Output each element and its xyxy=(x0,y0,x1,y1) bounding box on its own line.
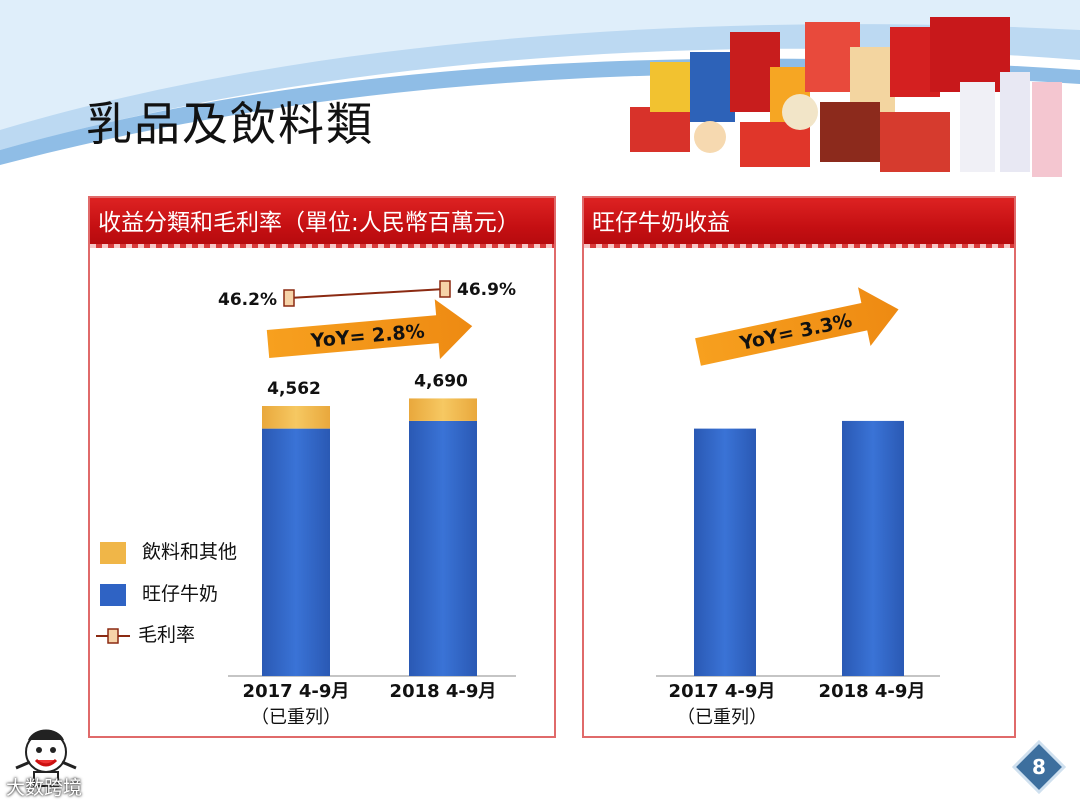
left-category-label-2017: 2017 4-9月 xyxy=(243,681,350,702)
right-yoy-arrow: YoY= 3.3% xyxy=(695,287,899,366)
right-category-label-2018: 2018 4-9月 xyxy=(819,681,926,702)
legend-beverage: 飲料和其他 xyxy=(100,537,237,564)
left-bar-beverage-2018 xyxy=(409,398,477,421)
right-yoy-label: YoY= 3.3% xyxy=(737,310,854,355)
slide-title: 乳品及飲料類 xyxy=(86,97,374,151)
left-total-label-2018: 4,690 xyxy=(414,371,468,391)
legend-margin: 毛利率 xyxy=(96,620,195,647)
margin-point-2017 xyxy=(283,289,295,307)
legend-milk-swatch xyxy=(100,583,126,606)
revenue-breakdown-header: 收益分類和毛利率（單位:人民幣百萬元） xyxy=(90,198,554,248)
product-collage-image xyxy=(630,17,1062,177)
left-category-label-2018: 2018 4-9月 xyxy=(390,681,497,702)
watermark-text: 大数跨境 xyxy=(6,777,83,799)
left-bar-milk-2017 xyxy=(262,428,330,676)
left-total-label-2017: 4,562 xyxy=(267,379,321,399)
legend-milk: 旺仔牛奶 xyxy=(100,579,218,606)
margin-point-2018 xyxy=(439,280,451,298)
margin-label-2017: 46.2% xyxy=(218,290,277,310)
margin-line xyxy=(288,288,446,299)
right-bar-milk-2018 xyxy=(842,420,904,676)
legend-margin-marker xyxy=(96,627,130,644)
milk-revenue-header: 旺仔牛奶收益 xyxy=(584,198,1014,248)
legend-beverage-swatch xyxy=(100,541,126,564)
right-category-label-2017: 2017 4-9月 xyxy=(669,681,776,702)
page-number: 8 xyxy=(1032,755,1046,779)
page-number-badge: 8 xyxy=(1012,740,1066,794)
right-category-sub-2017: （已重列） xyxy=(677,707,767,728)
left-category-sub-2017: （已重列） xyxy=(251,707,341,728)
margin-label-2018: 46.9% xyxy=(457,280,516,300)
mascot-logo-image xyxy=(15,729,77,787)
right-bar-milk-2017 xyxy=(694,428,756,676)
left-bar-milk-2018 xyxy=(409,420,477,676)
left-bar-beverage-2017 xyxy=(262,406,330,429)
milk-revenue-panel: 旺仔牛奶收益 xyxy=(582,196,1016,738)
